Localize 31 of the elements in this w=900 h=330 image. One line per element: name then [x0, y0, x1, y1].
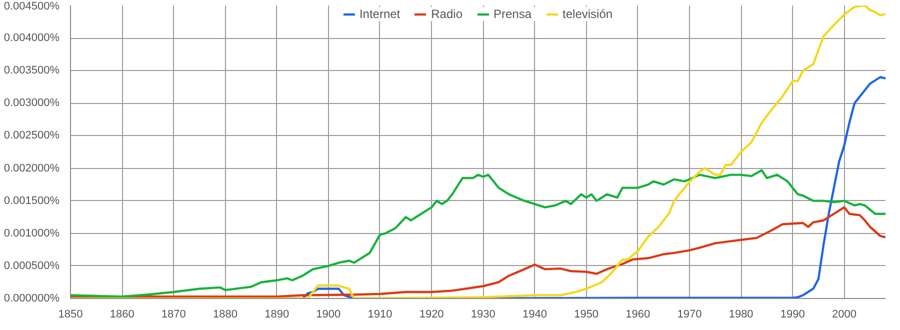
x-tick-label: 1920: [419, 308, 444, 320]
x-tick-label: 1880: [213, 308, 238, 320]
x-tick-label: 1850: [58, 308, 83, 320]
x-tick-label: 1960: [626, 308, 650, 320]
legend-label: Prensa: [494, 7, 532, 21]
x-tick-label: 1900: [316, 308, 341, 320]
y-tick-label: 0.001000%: [4, 227, 60, 240]
legend-label: televisión: [562, 7, 613, 21]
y-tick-label: 0.003000%: [4, 97, 60, 110]
y-tick-label: 0.000000%: [4, 292, 60, 304]
y-tick-label: 0.004000%: [4, 32, 60, 44]
x-tick-label: 1910: [368, 308, 392, 320]
x-tick-label: 1930: [470, 308, 496, 320]
x-tick-label: 1990: [780, 308, 805, 320]
x-tick-label: 1890: [264, 308, 290, 320]
y-tick-label: 0.001500%: [4, 194, 60, 207]
x-tick-label: 1860: [110, 308, 134, 320]
y-tick-label: 0.003500%: [4, 64, 60, 77]
x-tick-label: 1950: [574, 308, 599, 320]
x-tick-label: 1870: [161, 308, 186, 320]
y-tick-label: 0.004500%: [4, 0, 60, 12]
legend-label: Radio: [431, 7, 462, 21]
x-tick-label: 1940: [522, 308, 547, 320]
y-tick-label: 0.002000%: [4, 162, 60, 174]
x-tick-label: 1980: [728, 308, 754, 320]
legend-label: Internet: [359, 7, 400, 21]
x-tick-label: 1970: [677, 308, 702, 320]
line-series: [70, 6, 886, 298]
x-tick-label: 2000: [832, 308, 856, 320]
y-tick-label: 0.000500%: [4, 260, 60, 272]
y-tick-label: 0.002500%: [4, 130, 60, 142]
